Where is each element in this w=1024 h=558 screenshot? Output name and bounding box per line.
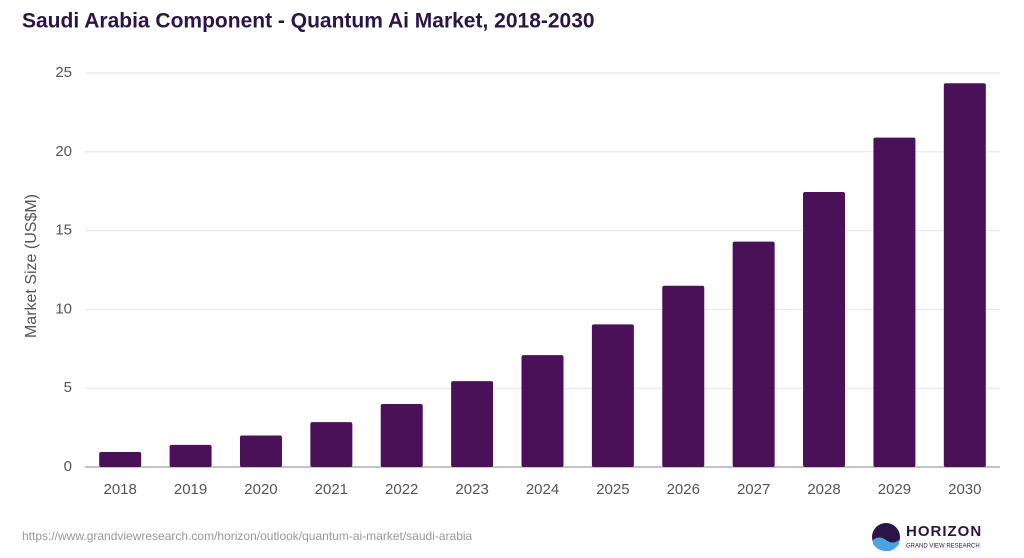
x-tick-label: 2022 xyxy=(385,481,418,498)
x-tick-label: 2021 xyxy=(315,481,348,498)
x-tick-label: 2027 xyxy=(737,481,770,498)
bar xyxy=(662,285,705,467)
x-tick-label: 2019 xyxy=(174,481,207,498)
x-tick-label: 2029 xyxy=(878,481,911,498)
y-tick-label: 20 xyxy=(55,143,72,160)
x-tick-label: 2023 xyxy=(455,481,488,498)
bar xyxy=(451,381,494,467)
x-tick-label: 2025 xyxy=(596,481,629,498)
x-tick-label: 2020 xyxy=(244,481,277,498)
bar xyxy=(873,137,916,467)
logo-wave xyxy=(873,537,899,552)
logo: HORIZON GRAND VIEW RESEARCH xyxy=(872,523,982,552)
y-tick-label: 25 xyxy=(55,64,72,81)
y-tick-label: 0 xyxy=(64,458,72,475)
bar xyxy=(239,435,282,467)
x-tick-label: 2024 xyxy=(526,481,559,498)
x-tick-label: 2028 xyxy=(807,481,840,498)
source-url: https://www.grandviewresearch.com/horizo… xyxy=(22,529,473,543)
bar xyxy=(803,191,846,467)
y-axis-label: Market Size (US$M) xyxy=(23,194,40,338)
bar xyxy=(99,452,142,467)
logo-tagline: GRAND VIEW RESEARCH xyxy=(906,544,980,550)
bar xyxy=(732,241,775,467)
x-tick-label: 2018 xyxy=(104,481,137,498)
bar xyxy=(591,324,634,467)
x-tick-label: 2026 xyxy=(667,481,700,498)
chart-title: Saudi Arabia Component - Quantum Ai Mark… xyxy=(22,10,595,33)
x-tick-label: 2030 xyxy=(948,481,981,498)
bar xyxy=(943,83,986,467)
y-tick-label: 5 xyxy=(64,379,72,396)
bar xyxy=(310,422,353,467)
y-tick-label: 10 xyxy=(55,300,72,317)
bar xyxy=(169,444,212,467)
bar xyxy=(380,403,423,467)
logo-name: HORIZON xyxy=(906,523,982,540)
y-tick-label: 15 xyxy=(55,222,72,239)
bar xyxy=(521,355,564,467)
